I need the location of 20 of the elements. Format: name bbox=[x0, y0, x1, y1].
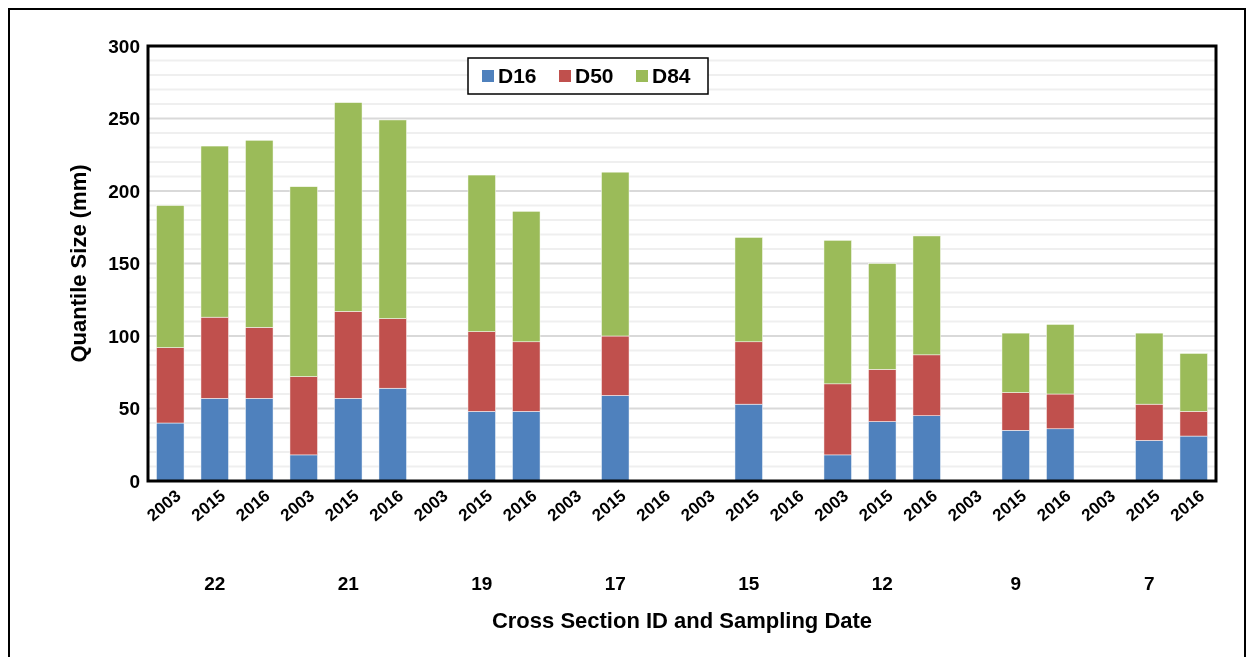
y-tick-label: 200 bbox=[108, 180, 140, 202]
y-tick-label: 250 bbox=[108, 108, 140, 130]
text: 9 bbox=[1010, 573, 1022, 594]
text: 15 bbox=[738, 573, 760, 594]
text: 12 bbox=[871, 573, 893, 594]
text: 17 bbox=[604, 573, 626, 594]
legend-label: D50 bbox=[575, 64, 614, 88]
text: 7 bbox=[1143, 573, 1155, 594]
y-tick-label: 0 bbox=[129, 470, 140, 492]
y-tick-label: 50 bbox=[118, 398, 140, 420]
legend-label: D16 bbox=[498, 64, 537, 88]
y-tick-label: 300 bbox=[108, 35, 140, 57]
text: 21 bbox=[337, 573, 360, 594]
text: 22 bbox=[204, 573, 226, 594]
y-tick-label: 100 bbox=[108, 325, 140, 347]
x-axis-title: Cross Section ID and Sampling Date bbox=[491, 608, 873, 633]
y-tick-label: 150 bbox=[108, 253, 140, 275]
y-axis-title: Quantile Size (mm) bbox=[66, 164, 91, 363]
text: 19 bbox=[471, 573, 493, 594]
legend-label: D84 bbox=[652, 64, 691, 88]
